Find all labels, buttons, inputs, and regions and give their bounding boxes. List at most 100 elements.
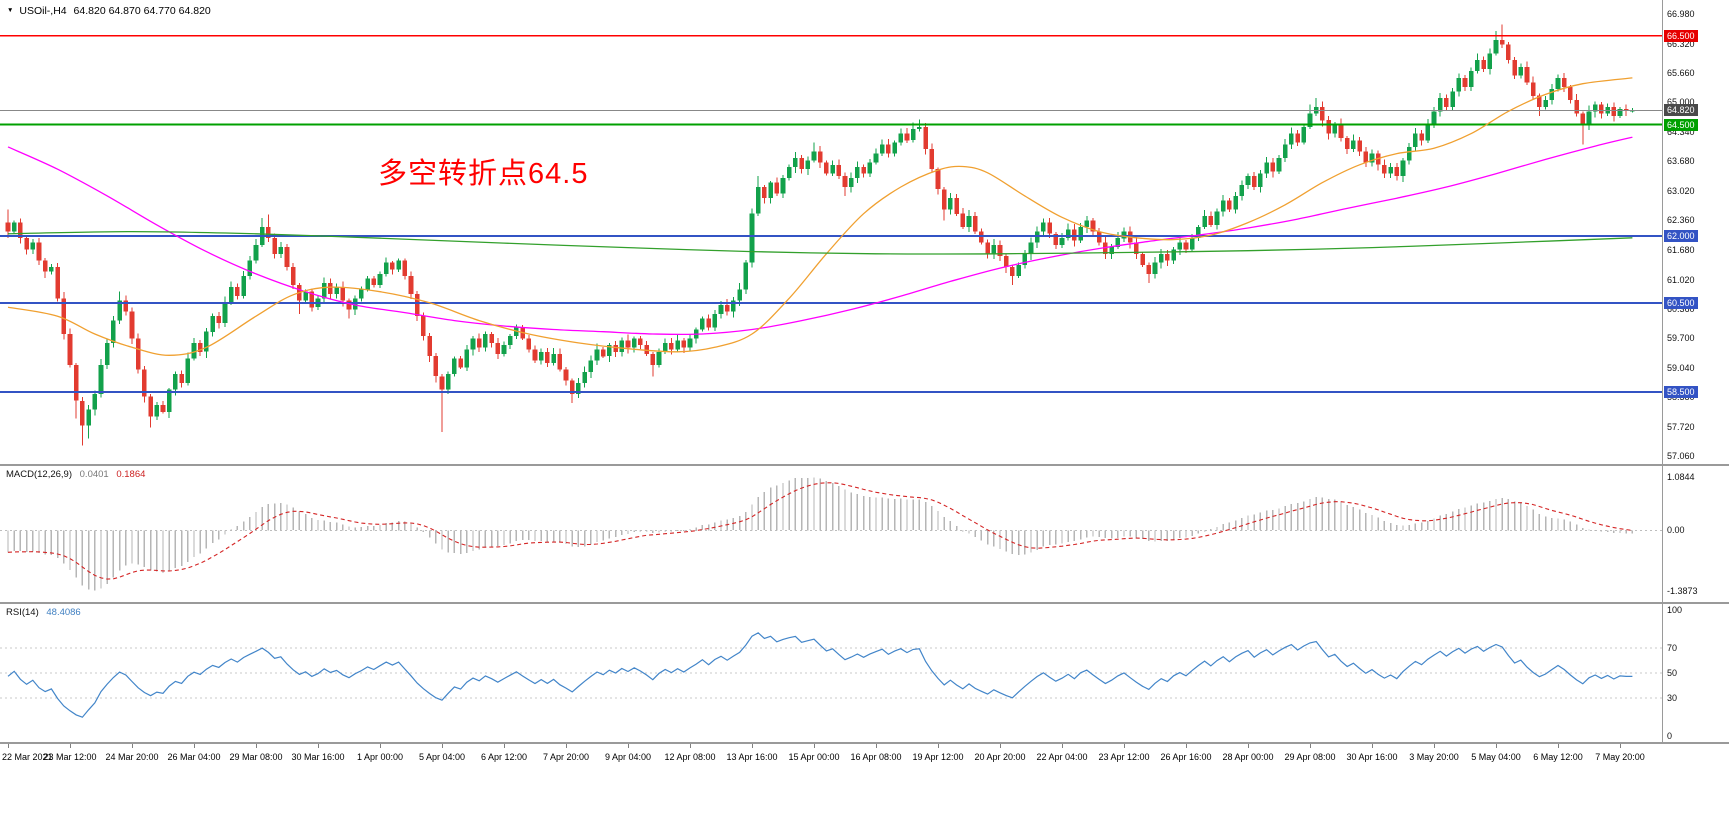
time-tick-mark — [1620, 744, 1621, 748]
price-tick-label: 62.360 — [1667, 214, 1695, 225]
time-tick-mark — [690, 744, 691, 748]
time-tick-mark — [256, 744, 257, 748]
price-badge: 64.820 — [1664, 104, 1698, 117]
macd-signal-line — [7, 482, 1633, 580]
date-label: 20 Apr 20:00 — [974, 752, 1026, 762]
axis-separator — [1662, 0, 1663, 744]
macd-axis[interactable]: 1.0844 0.00 -1.3873 — [1663, 466, 1729, 602]
time-tick-mark — [566, 744, 567, 748]
time-tick-mark — [8, 744, 9, 748]
time-tick-mark — [318, 744, 319, 748]
time-tick-mark — [1124, 744, 1125, 748]
candles-layer — [5, 24, 1635, 446]
macd-label: MACD(12,26,9) 0.0401 0.1864 — [6, 469, 150, 480]
price-tick-label: 61.020 — [1667, 274, 1695, 285]
time-tick-mark — [1248, 744, 1249, 748]
rsi-plot[interactable] — [0, 604, 1662, 742]
time-tick-mark — [1310, 744, 1311, 748]
time-axis[interactable]: 22 Mar 2021 23 Mar 12:00 24 Mar 20:00 26 Ma… — [0, 744, 1729, 768]
time-tick-mark — [132, 744, 133, 748]
date-label: 22 Mar 2021 — [2, 752, 53, 762]
time-tick-mark — [752, 744, 753, 748]
date-label: 16 Apr 08:00 — [850, 752, 902, 762]
date-label: 29 Mar 08:00 — [229, 752, 283, 762]
symbol-period-label: USOil-,H4 — [19, 5, 67, 17]
rsi-label: RSI(14) 48.4086 — [6, 607, 86, 618]
macd-tick-label: 1.0844 — [1667, 472, 1695, 483]
date-label: 24 Mar 20:00 — [105, 752, 159, 762]
candlestick-plot[interactable] — [0, 0, 1662, 464]
date-label: 13 Apr 16:00 — [726, 752, 778, 762]
price-tick-label: 63.680 — [1667, 156, 1695, 167]
time-tick-mark — [1186, 744, 1187, 748]
date-label: 7 Apr 20:00 — [542, 752, 590, 762]
macd-tick-label: 0.00 — [1667, 525, 1685, 536]
rsi-pane[interactable]: RSI(14) 48.4086 100 70 50 30 0 — [0, 604, 1729, 742]
price-chart-pane[interactable]: ▼ USOil-,H4 64.820 64.870 64.770 64.820 … — [0, 0, 1729, 464]
date-label: 5 Apr 04:00 — [418, 752, 466, 762]
time-tick-mark — [1000, 744, 1001, 748]
price-badge: 66.500 — [1664, 29, 1698, 42]
rsi-axis[interactable]: 100 70 50 30 0 — [1663, 604, 1729, 742]
price-tick-label: 57.720 — [1667, 421, 1695, 432]
time-tick-mark — [1558, 744, 1559, 748]
price-tick-label: 66.980 — [1667, 9, 1695, 20]
chart-marker-icon: ▼ — [7, 7, 14, 14]
macd-value-signal: 0.1864 — [116, 469, 146, 480]
ma-long-magenta — [7, 136, 1633, 336]
price-tick-label: 65.660 — [1667, 68, 1695, 79]
price-badge: 58.500 — [1664, 385, 1698, 398]
macd-tick-label: -1.3873 — [1667, 585, 1698, 596]
price-badge: 60.500 — [1664, 296, 1698, 309]
date-label: 1 Apr 00:00 — [356, 752, 404, 762]
ohlc-quote: 64.820 64.870 64.770 64.820 — [73, 5, 211, 17]
rsi-value: 48.4086 — [46, 607, 81, 618]
date-label: 6 Apr 12:00 — [480, 752, 528, 762]
rsi-tick-label: 30 — [1667, 693, 1678, 704]
date-label: 7 May 20:00 — [1595, 752, 1645, 762]
pane-separator[interactable] — [0, 464, 1729, 466]
price-axis[interactable]: 66.980 66.320 65.660 65.000 64.340 63.680 63.0… — [1663, 0, 1729, 464]
date-label: 28 Apr 00:00 — [1222, 752, 1274, 762]
date-label: 19 Apr 12:00 — [912, 752, 964, 762]
price-tick-label: 59.040 — [1667, 362, 1695, 373]
macd-name: MACD(12,26,9) — [6, 469, 72, 480]
macd-pane[interactable]: MACD(12,26,9) 0.0401 0.1864 1.0844 0.00 -1… — [0, 466, 1729, 602]
rsi-name: RSI(14) — [6, 607, 39, 618]
date-label: 23 Apr 12:00 — [1098, 752, 1150, 762]
date-label: 26 Mar 04:00 — [167, 752, 221, 762]
time-tick-mark — [504, 744, 505, 748]
macd-plot[interactable] — [0, 466, 1662, 602]
time-tick-mark — [876, 744, 877, 748]
rsi-tick-label: 50 — [1667, 668, 1678, 678]
price-tick-label: 66.320 — [1667, 38, 1695, 49]
time-tick-mark — [194, 744, 195, 748]
time-tick-mark — [628, 744, 629, 748]
pane-separator[interactable] — [0, 602, 1729, 604]
rsi-tick-label: 100 — [1667, 605, 1683, 615]
pane-separator[interactable] — [0, 742, 1729, 744]
date-label: 12 Apr 08:00 — [664, 752, 716, 762]
time-tick-mark — [70, 744, 71, 748]
macd-histogram — [7, 477, 1634, 591]
date-label: 15 Apr 00:00 — [788, 752, 840, 762]
date-label: 30 Mar 16:00 — [291, 752, 345, 762]
time-tick-mark — [1372, 744, 1373, 748]
price-badge: 62.000 — [1664, 230, 1698, 242]
macd-value-main: 0.0401 — [79, 469, 109, 480]
time-tick-mark — [380, 744, 381, 748]
rsi-tick-label: 70 — [1667, 642, 1678, 653]
date-label: 22 Apr 04:00 — [1036, 752, 1088, 762]
rsi-tick-label: 0 — [1667, 731, 1673, 741]
rsi-line — [7, 632, 1633, 718]
date-label: 26 Apr 16:00 — [1160, 752, 1212, 762]
date-label: 9 Apr 04:00 — [604, 752, 652, 762]
price-tick-label: 64.340 — [1667, 126, 1695, 137]
date-label: 29 Apr 08:00 — [1284, 752, 1336, 762]
annotation-turning-point[interactable]: 多空转折点64.5 — [378, 158, 589, 190]
ma-medium-orange — [7, 77, 1633, 356]
time-tick-mark — [1062, 744, 1063, 748]
price-tick-label: 59.700 — [1667, 333, 1695, 344]
date-label: 5 May 04:00 — [1471, 752, 1521, 762]
